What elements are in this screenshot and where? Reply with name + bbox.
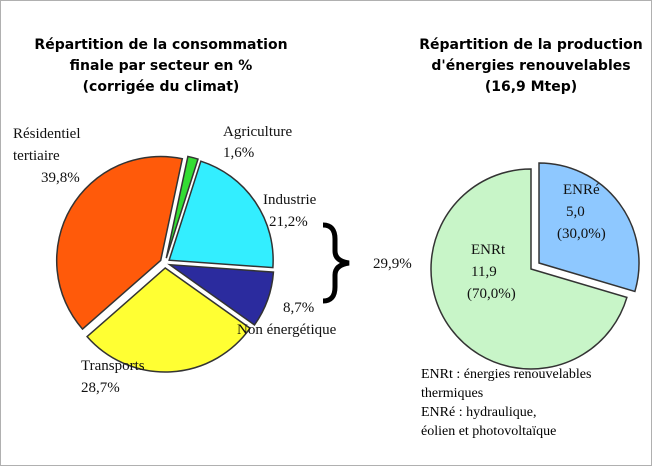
- slice-label: Résidentiel tertiaire: [13, 126, 81, 164]
- value-label: 8,7%: [283, 300, 315, 316]
- brace: [322, 222, 350, 304]
- pie-slice: [538, 162, 640, 293]
- slice-label: Agriculture: [223, 124, 293, 140]
- chart-title: Répartition de la production d'énergies …: [419, 37, 643, 95]
- value-label: 11,9: [471, 264, 497, 280]
- percent-label: (30,0%): [557, 226, 606, 242]
- pie-slice: [168, 160, 274, 269]
- annotation: 29,9%: [373, 256, 412, 272]
- slice-label: ENRé: [563, 182, 600, 198]
- pie-slice: [55, 155, 184, 331]
- value-label: 1,6%: [223, 145, 255, 161]
- pie-slice: [165, 155, 199, 259]
- value-label: 39,8%: [41, 170, 80, 186]
- pie-slice: [86, 267, 252, 373]
- value-label: 5,0: [566, 204, 585, 220]
- chart-title: Répartition de la consommation finale pa…: [34, 37, 288, 95]
- percent-label: (70,0%): [467, 286, 516, 302]
- slice-label: ENRt: [471, 242, 506, 258]
- slice-label: Non énergétique: [237, 322, 337, 338]
- slice-label: Transports: [81, 358, 145, 374]
- value-label: 21,2%: [269, 214, 308, 230]
- pie-slice: [430, 168, 628, 370]
- value-label: 28,7%: [81, 380, 120, 396]
- slice-label: Industrie: [263, 192, 317, 208]
- notes: ENRt : énergies renouvelables thermiques…: [421, 367, 592, 439]
- pie-slice: [167, 263, 275, 326]
